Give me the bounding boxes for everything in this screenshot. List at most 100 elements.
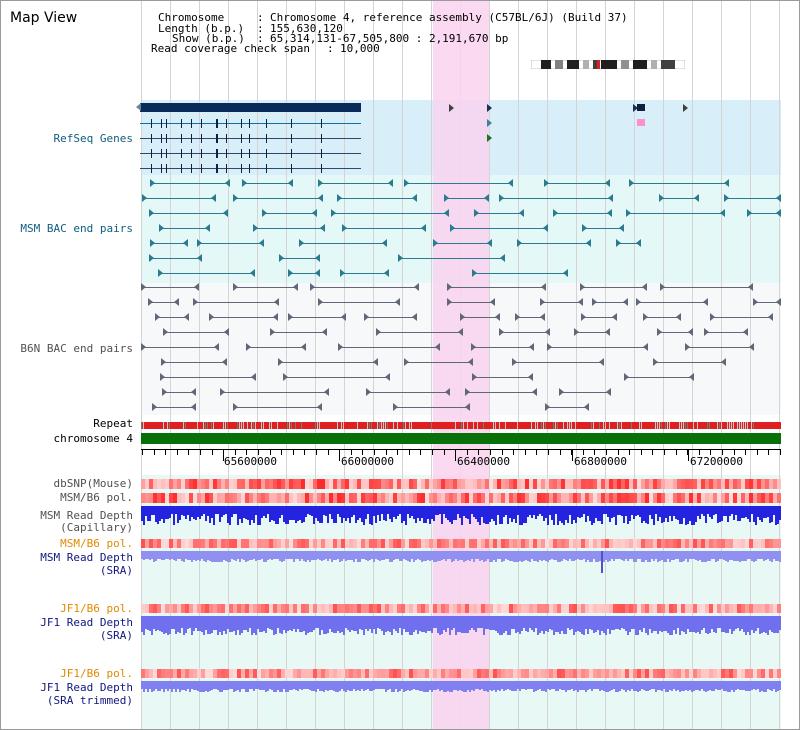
b6n-bac-pair-line[interactable] bbox=[404, 362, 473, 363]
b6n-bac-pair-end-arrow[interactable] bbox=[676, 313, 681, 321]
b6n-bac-pair-end-arrow[interactable] bbox=[578, 298, 583, 306]
b6n-bac-pair-end-arrow[interactable] bbox=[685, 343, 690, 351]
msm-bac-pair-end-arrow[interactable] bbox=[694, 194, 699, 202]
msm-bac-pair-line[interactable] bbox=[342, 228, 426, 229]
gene-thick-bar[interactable] bbox=[140, 103, 361, 112]
msm-bac-pair-line[interactable] bbox=[474, 213, 524, 214]
b6n-bac-pair-end-arrow[interactable] bbox=[338, 343, 343, 351]
b6n-bac-pair-line[interactable] bbox=[581, 317, 617, 318]
gene-marker[interactable] bbox=[633, 104, 638, 112]
b6n-bac-pair-line[interactable] bbox=[209, 317, 278, 318]
b6n-bac-pair-end-arrow[interactable] bbox=[653, 358, 658, 366]
msm-bac-pair-line[interactable] bbox=[331, 213, 449, 214]
msm-b6-pol-heat-track[interactable] bbox=[141, 493, 781, 503]
msm-bac-pair-end-arrow[interactable] bbox=[398, 254, 403, 262]
jf1-depth-trim-track[interactable] bbox=[141, 681, 781, 693]
b6n-bac-pair-line[interactable] bbox=[338, 347, 440, 348]
b6n-bac-pair-end-arrow[interactable] bbox=[141, 283, 146, 291]
b6n-bac-pair-end-arrow[interactable] bbox=[606, 388, 611, 396]
msm-bac-pair-line[interactable] bbox=[582, 228, 624, 229]
b6n-bac-pair-end-arrow[interactable] bbox=[376, 328, 381, 336]
msm-bac-pair-end-arrow[interactable] bbox=[474, 209, 479, 217]
b6n-bac-pair-end-arrow[interactable] bbox=[141, 343, 146, 351]
gene-marker[interactable] bbox=[683, 104, 688, 112]
msm-bac-pair-end-arrow[interactable] bbox=[262, 209, 267, 217]
msm-bac-pair-line[interactable] bbox=[299, 243, 387, 244]
b6n-bac-pair-end-arrow[interactable] bbox=[184, 313, 189, 321]
msm-bac-pair-end-arrow[interactable] bbox=[605, 179, 610, 187]
b6n-bac-pair-end-arrow[interactable] bbox=[465, 403, 470, 411]
b6n-bac-pair-end-arrow[interactable] bbox=[288, 313, 293, 321]
b6n-bac-pair-end-arrow[interactable] bbox=[412, 313, 417, 321]
b6n-bac-pair-end-arrow[interactable] bbox=[545, 403, 550, 411]
repeat-bar[interactable] bbox=[141, 418, 781, 429]
msm-bac-pair-end-arrow[interactable] bbox=[382, 239, 387, 247]
b6n-bac-pair-end-arrow[interactable] bbox=[768, 313, 773, 321]
b6n-bac-pair-end-arrow[interactable] bbox=[364, 313, 369, 321]
b6n-bac-pair-end-arrow[interactable] bbox=[559, 388, 564, 396]
b6n-bac-pair-line[interactable] bbox=[653, 362, 726, 363]
msm-bac-pair-line[interactable] bbox=[150, 183, 230, 184]
b6n-bac-pair-line[interactable] bbox=[660, 287, 753, 288]
b6n-bac-pair-end-arrow[interactable] bbox=[528, 373, 533, 381]
msm-bac-pair-end-arrow[interactable] bbox=[500, 254, 505, 262]
b6n-bac-pair-line[interactable] bbox=[559, 392, 611, 393]
msm-bac-pair-end-arrow[interactable] bbox=[472, 269, 477, 277]
b6n-bac-pair-line[interactable] bbox=[574, 332, 610, 333]
b6n-bac-pair-end-arrow[interactable] bbox=[274, 298, 279, 306]
msm-bac-pair-end-arrow[interactable] bbox=[250, 269, 255, 277]
msm-bac-pair-line[interactable] bbox=[616, 243, 641, 244]
msm-bac-pair-end-arrow[interactable] bbox=[724, 194, 729, 202]
b6n-bac-pair-line[interactable] bbox=[472, 377, 533, 378]
b6n-bac-pair-end-arrow[interactable] bbox=[545, 328, 550, 336]
b6n-bac-pair-end-arrow[interactable] bbox=[160, 373, 165, 381]
msm-bac-pair-end-arrow[interactable] bbox=[149, 254, 154, 262]
b6n-bac-pair-end-arrow[interactable] bbox=[214, 343, 219, 351]
b6n-bac-pair-end-arrow[interactable] bbox=[193, 298, 198, 306]
b6n-bac-pair-line[interactable] bbox=[704, 332, 748, 333]
b6n-bac-pair-end-arrow[interactable] bbox=[471, 343, 476, 351]
b6n-bac-pair-line[interactable] bbox=[220, 392, 329, 393]
b6n-bac-pair-end-arrow[interactable] bbox=[547, 343, 552, 351]
msm-bac-pair-end-arrow[interactable] bbox=[150, 179, 155, 187]
msm-bac-pair-end-arrow[interactable] bbox=[582, 224, 587, 232]
b6n-bac-pair-end-arrow[interactable] bbox=[612, 313, 617, 321]
msm-bac-pair-end-arrow[interactable] bbox=[444, 194, 449, 202]
b6n-bac-pair-end-arrow[interactable] bbox=[318, 298, 323, 306]
b6n-bac-pair-end-arrow[interactable] bbox=[246, 343, 251, 351]
b6n-bac-pair-end-arrow[interactable] bbox=[447, 298, 452, 306]
b6n-bac-pair-end-arrow[interactable] bbox=[224, 328, 229, 336]
msm-bac-pair-line[interactable] bbox=[340, 273, 389, 274]
msm-bac-pair-line[interactable] bbox=[499, 198, 613, 199]
msm-bac-pair-end-arrow[interactable] bbox=[659, 194, 664, 202]
msm-bac-pair-end-arrow[interactable] bbox=[487, 239, 492, 247]
b6n-bac-pair-end-arrow[interactable] bbox=[435, 343, 440, 351]
b6n-bac-pair-end-arrow[interactable] bbox=[580, 283, 585, 291]
b6n-bac-pair-line[interactable] bbox=[624, 377, 694, 378]
b6n-bac-pair-line[interactable] bbox=[246, 347, 306, 348]
b6n-bac-pair-end-arrow[interactable] bbox=[385, 373, 390, 381]
gene-transcript-line[interactable] bbox=[140, 138, 361, 139]
msm-bac-pair-end-arrow[interactable] bbox=[197, 254, 202, 262]
b6n-bac-pair-end-arrow[interactable] bbox=[310, 283, 315, 291]
dbsnp-heat-track[interactable] bbox=[141, 479, 781, 489]
b6n-bac-pair-line[interactable] bbox=[278, 362, 378, 363]
msm-bac-pair-end-arrow[interactable] bbox=[288, 269, 293, 277]
msm-bac-pair-line[interactable] bbox=[253, 228, 325, 229]
msm-bac-pair-line[interactable] bbox=[626, 213, 725, 214]
msm-bac-pair-end-arrow[interactable] bbox=[616, 239, 621, 247]
b6n-bac-pair-end-arrow[interactable] bbox=[472, 373, 477, 381]
gene-marker[interactable] bbox=[487, 104, 492, 112]
b6n-bac-pair-line[interactable] bbox=[318, 302, 400, 303]
b6n-bac-pair-end-arrow[interactable] bbox=[657, 328, 662, 336]
b6n-bac-pair-end-arrow[interactable] bbox=[447, 283, 452, 291]
msm-bac-pair-line[interactable] bbox=[433, 243, 492, 244]
b6n-bac-pair-line[interactable] bbox=[540, 302, 583, 303]
b6n-bac-pair-end-arrow[interactable] bbox=[753, 298, 758, 306]
b6n-bac-pair-end-arrow[interactable] bbox=[660, 283, 665, 291]
b6n-bac-pair-line[interactable] bbox=[233, 287, 298, 288]
msm-bac-pair-line[interactable] bbox=[149, 258, 202, 259]
b6n-bac-pair-line[interactable] bbox=[155, 317, 189, 318]
b6n-bac-pair-end-arrow[interactable] bbox=[636, 298, 641, 306]
msm-bac-pair-end-arrow[interactable] bbox=[563, 269, 568, 277]
